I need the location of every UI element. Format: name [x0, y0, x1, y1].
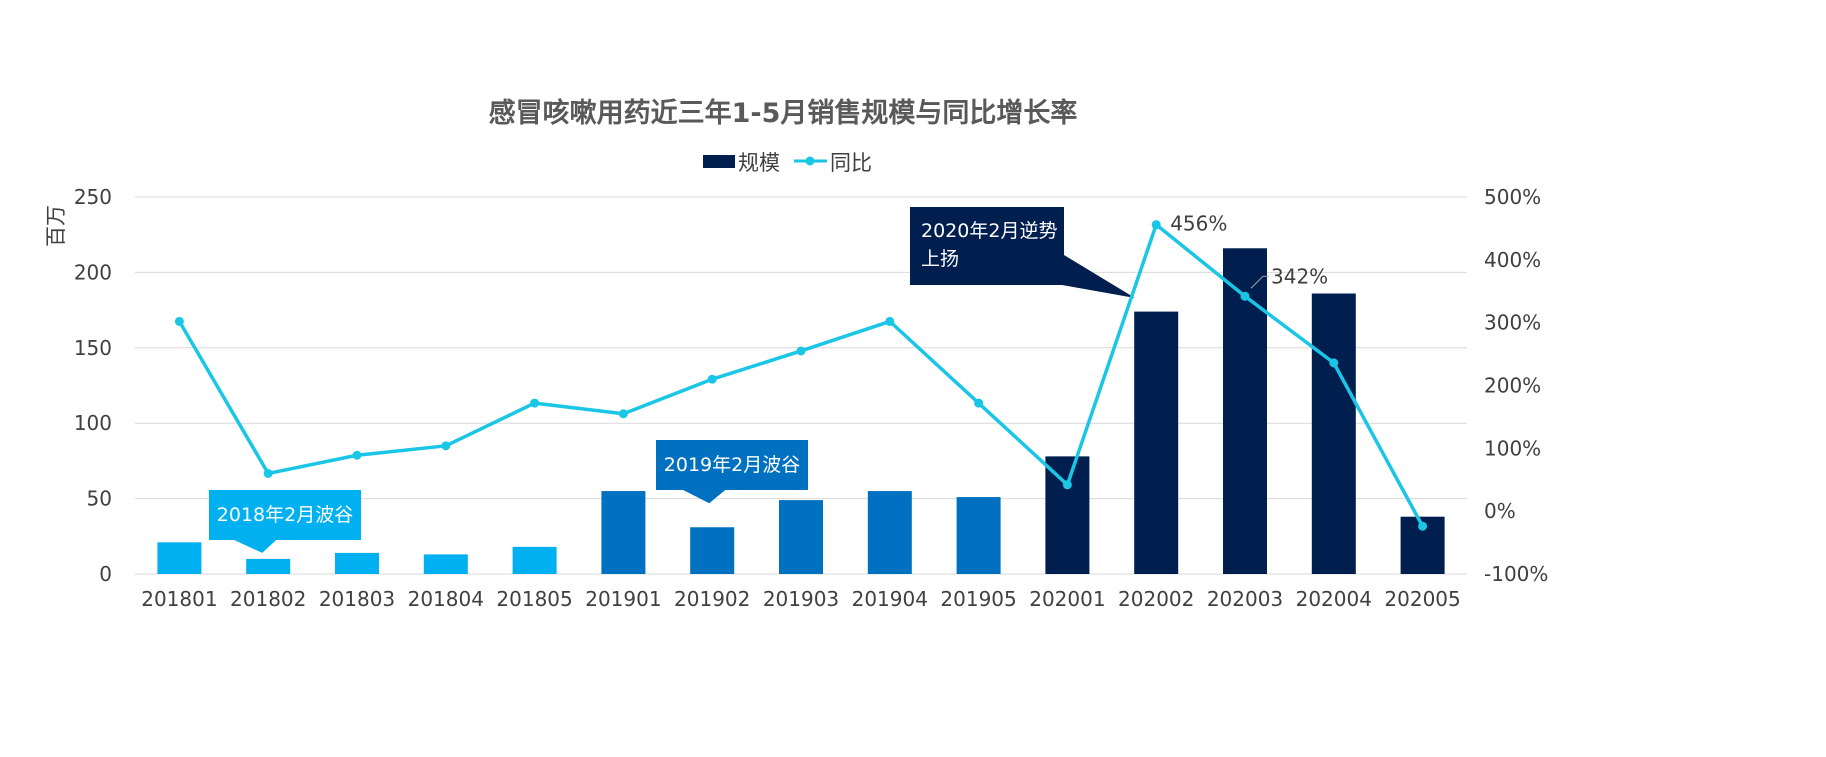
data-labels: 456% 342% — [1170, 212, 1328, 289]
callout-2020-body — [910, 207, 1064, 285]
bar — [601, 491, 646, 574]
x-axis-labels: 201801 201802 201803 201804 201805 201901 2019… — [141, 587, 1461, 611]
right-tick-label: 200% — [1484, 374, 1541, 398]
right-tick-label: -100% — [1484, 562, 1548, 586]
bar — [512, 546, 557, 574]
yoy-point — [1418, 521, 1428, 531]
right-tick-label: 400% — [1484, 248, 1541, 272]
yoy-point — [1240, 291, 1250, 301]
data-label-leader — [1250, 275, 1269, 289]
x-tick-label: 201803 — [319, 587, 395, 611]
x-tick-label: 201805 — [496, 587, 572, 611]
x-tick-label: 201802 — [230, 587, 306, 611]
left-axis-ticks: 0 50 100 150 200 250 — [74, 185, 112, 586]
yoy-point — [1062, 480, 1072, 490]
bar — [867, 491, 912, 574]
x-tick-label: 201901 — [585, 587, 661, 611]
legend-line-label: 同比 — [830, 151, 872, 175]
yoy-line — [174, 220, 1428, 531]
callout-2019-box — [656, 440, 808, 504]
right-tick-label: 0% — [1484, 499, 1516, 523]
bar — [1045, 456, 1090, 574]
x-tick-label: 201903 — [763, 587, 839, 611]
yoy-point — [618, 409, 628, 419]
bar — [1223, 248, 1267, 574]
legend-bar-label: 规模 — [738, 151, 780, 175]
yoy-point — [263, 468, 273, 478]
bar — [335, 552, 379, 574]
bar — [779, 500, 823, 574]
legend-line-marker — [805, 156, 815, 166]
x-tick-label: 201905 — [940, 587, 1016, 611]
right-tick-label: 500% — [1484, 185, 1541, 209]
legend-bar-swatch — [703, 155, 735, 168]
bar — [1311, 293, 1356, 574]
right-axis-ticks: -100% 0% 100% 200% 300% 400% 500% — [1484, 185, 1548, 586]
callout-2020-text-line1: 2020年2月逆势 — [921, 220, 1057, 242]
x-tick-label: 202004 — [1296, 587, 1372, 611]
yoy-point — [1329, 358, 1339, 368]
bars — [157, 248, 1445, 574]
left-tick-label: 100 — [74, 411, 112, 435]
callout-2019-text: 2019年2月波谷 — [664, 454, 800, 476]
x-tick-label: 201804 — [408, 587, 484, 611]
legend: 规模 同比 — [703, 151, 872, 175]
left-tick-label: 0 — [99, 562, 112, 586]
yoy-point — [530, 398, 540, 408]
x-tick-label: 202003 — [1207, 587, 1283, 611]
yoy-point — [352, 450, 362, 460]
yoy-point — [974, 398, 984, 408]
bar — [423, 554, 468, 574]
chart-title: 感冒咳嗽用药近三年1-5月销售规模与同比增长率 — [489, 97, 1078, 129]
data-label: 342% — [1271, 264, 1328, 288]
yoy-point — [174, 316, 184, 326]
yoy-point — [1151, 220, 1161, 230]
x-tick-label: 201801 — [141, 587, 217, 611]
callout-2018-text: 2018年2月波谷 — [217, 504, 353, 526]
yoy-point — [707, 374, 717, 384]
left-tick-label: 50 — [87, 487, 112, 511]
right-tick-label: 100% — [1484, 436, 1541, 460]
x-tick-label: 202002 — [1118, 587, 1194, 611]
x-tick-label: 201904 — [852, 587, 928, 611]
bar — [246, 558, 291, 574]
left-tick-label: 200 — [74, 260, 112, 284]
x-tick-label: 201902 — [674, 587, 750, 611]
yoy-point — [885, 316, 895, 326]
bar — [690, 527, 735, 574]
x-tick-label: 202001 — [1029, 587, 1105, 611]
yoy-point — [441, 441, 451, 451]
callout-2020-text-line2: 上扬 — [921, 248, 959, 270]
left-tick-label: 250 — [74, 185, 112, 209]
x-tick-label: 202005 — [1384, 587, 1460, 611]
bar — [1134, 311, 1179, 574]
bar — [956, 497, 1001, 574]
yoy-point — [796, 346, 806, 356]
data-label: 456% — [1170, 212, 1227, 236]
right-tick-label: 300% — [1484, 311, 1541, 335]
bar — [157, 542, 202, 574]
callout-2018-box — [209, 490, 361, 553]
left-tick-label: 150 — [74, 336, 112, 360]
y-axis-title: 百万 — [44, 205, 68, 247]
